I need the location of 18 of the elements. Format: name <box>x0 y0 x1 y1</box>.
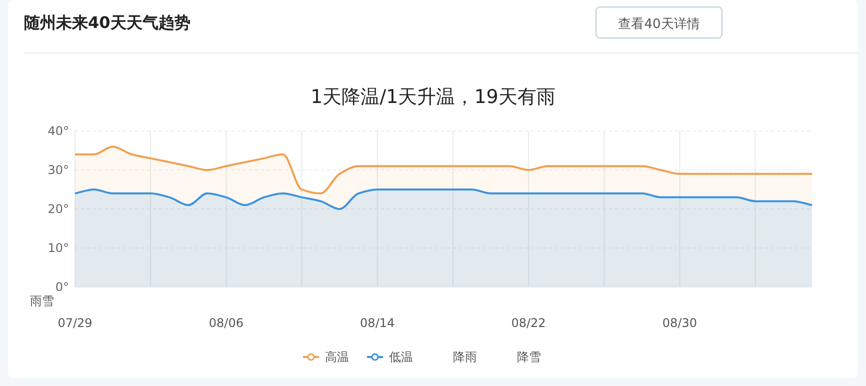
y-tick-label: 0° <box>55 280 69 294</box>
legend-label: 高温 <box>325 350 349 364</box>
button: 查看40天详情 <box>596 6 722 38</box>
legend-label: 低温 <box>389 350 413 364</box>
text: 雨雪 <box>30 294 54 308</box>
x-tick-label: 08/14 <box>360 316 395 330</box>
text: 降雪 <box>517 350 541 364</box>
x-tick-label: 08/22 <box>511 316 546 330</box>
x-tick-label: 08/30 <box>662 316 698 330</box>
chart-subtitle: 1天降温/1天升温，19天有雨 <box>310 86 556 108</box>
y-tick-label: 20° <box>48 202 69 216</box>
chart-title: 随州未来40天天气趋势 <box>24 13 190 32</box>
y-tick-label: 10° <box>48 241 69 255</box>
y-tick-label: 30° <box>48 163 69 177</box>
x-tick-label: 08/06 <box>208 316 244 330</box>
x-tick-label: 07/29 <box>58 316 92 330</box>
y-tick-label: 40° <box>48 124 69 138</box>
text: 降雨 <box>453 350 477 364</box>
